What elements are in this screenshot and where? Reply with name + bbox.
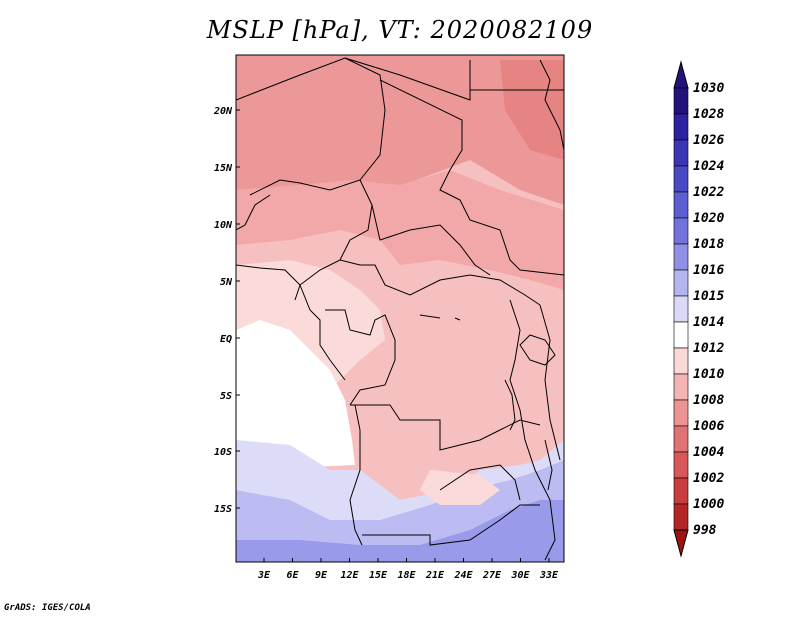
lat-label: 20N [213, 106, 233, 117]
lat-label: 15N [214, 163, 233, 174]
colorbar-swatch [673, 373, 689, 401]
colorbar-label: 1012 [693, 341, 724, 356]
lon-axis: 3E 6E 9E 12E 15E 18E 21E 24E 27E 30E 33E [257, 558, 559, 581]
lon-label: 9E [315, 570, 328, 581]
colorbar-swatch [673, 87, 689, 115]
region-south-dark [236, 500, 564, 562]
border-algeria-niger [236, 57, 386, 196]
lat-label: 5N [220, 277, 233, 288]
colorbar-swatch [673, 399, 689, 427]
coast-cameroon-gabon [299, 284, 346, 381]
colorbar-label: 1016 [693, 263, 724, 278]
region-ocean [236, 320, 355, 470]
region-sahel [236, 170, 564, 290]
coast-west [236, 264, 301, 286]
lake-tanganyika [504, 379, 516, 431]
border-congo-gabon [325, 309, 396, 406]
colorbar-label: 1006 [693, 419, 724, 434]
country-borders [236, 57, 564, 561]
chart-title: MSLP [hPa], VT: 2020082109 [206, 16, 594, 44]
colorbar-label: 1024 [693, 159, 724, 174]
lon-label: 6E [286, 570, 299, 581]
lat-label: 10S [214, 447, 232, 458]
colorbar-label: 1028 [693, 107, 724, 122]
border-tanzania [539, 304, 561, 461]
colorbar-swatch [673, 113, 689, 141]
colorbar-swatch [673, 425, 689, 453]
region-sudan-high [500, 60, 564, 160]
colorbar-label: 1020 [693, 211, 724, 226]
colorbar-label: 1022 [693, 185, 724, 200]
lake-malawi [544, 439, 553, 491]
border-red-sea [539, 59, 564, 151]
coast-angola [349, 404, 363, 546]
colorbar-swatch [673, 139, 689, 167]
colorbar-swatch [673, 451, 689, 479]
lat-label: EQ [220, 334, 232, 345]
border-libya [344, 57, 471, 101]
colorbar-label: 1014 [693, 315, 724, 330]
colorbar-swatch [673, 321, 689, 349]
colorbar-swatch [673, 269, 689, 297]
lat-label: 5S [220, 391, 232, 402]
colorbar-label: 1030 [693, 81, 724, 96]
map-frame [235, 54, 565, 563]
colorbar-label: 998 [693, 523, 717, 538]
credit-text: GrADS: IGES/COLA [4, 603, 91, 613]
lake-victoria [519, 334, 556, 366]
colorbar-swatch [673, 295, 689, 323]
lon-label: 3E [257, 570, 271, 581]
colorbar-swatch [673, 243, 689, 271]
border-drc-north [339, 259, 541, 306]
border-nigeria-cameroon [294, 179, 373, 301]
lat-axis: 20N 15N 10N 5N EQ 5S 10S 15S [213, 106, 240, 515]
border-namibia-botswana [362, 504, 540, 546]
lon-label: 27E [482, 570, 502, 581]
border-west-africa [236, 194, 271, 231]
pressure-field [236, 55, 564, 562]
lon-label: 24E [453, 570, 473, 581]
colorbar-swatch [673, 217, 689, 245]
region-ocean-south [420, 470, 500, 505]
colorbar-label: 1018 [693, 237, 724, 252]
border-chad-sudan [379, 79, 564, 276]
border-zambia [439, 464, 521, 501]
colorbar-label: 1008 [693, 393, 724, 408]
lon-label: 33E [539, 570, 559, 581]
colorbar-swatch [673, 347, 689, 375]
lon-label: 15E [369, 570, 388, 581]
colorbar-label: 1026 [693, 133, 724, 148]
colorbar-label: 1002 [693, 471, 724, 486]
colorbar-swatch [673, 503, 689, 531]
lon-label: 21E [425, 570, 445, 581]
colorbar-label: 1015 [693, 289, 724, 304]
colorbar-label: 1010 [693, 367, 724, 382]
colorbar-bottom-arrow [673, 529, 689, 558]
region-sahara-north [236, 55, 564, 205]
lon-label: 12E [340, 570, 359, 581]
colorbar-swatch [673, 191, 689, 219]
colorbar-label: 1004 [693, 445, 724, 460]
lat-label: 10N [214, 220, 233, 231]
river-congo [419, 314, 461, 321]
lat-label: 15S [214, 504, 232, 515]
lon-label: 18E [397, 570, 416, 581]
colorbar-top-arrow [673, 60, 689, 89]
colorbar-label: 1000 [693, 497, 724, 512]
lon-label: 30E [510, 570, 530, 581]
colorbar-swatch [673, 477, 689, 505]
colorbar-swatch [673, 165, 689, 193]
border-east-lakes [509, 299, 556, 561]
border-car [371, 204, 491, 276]
